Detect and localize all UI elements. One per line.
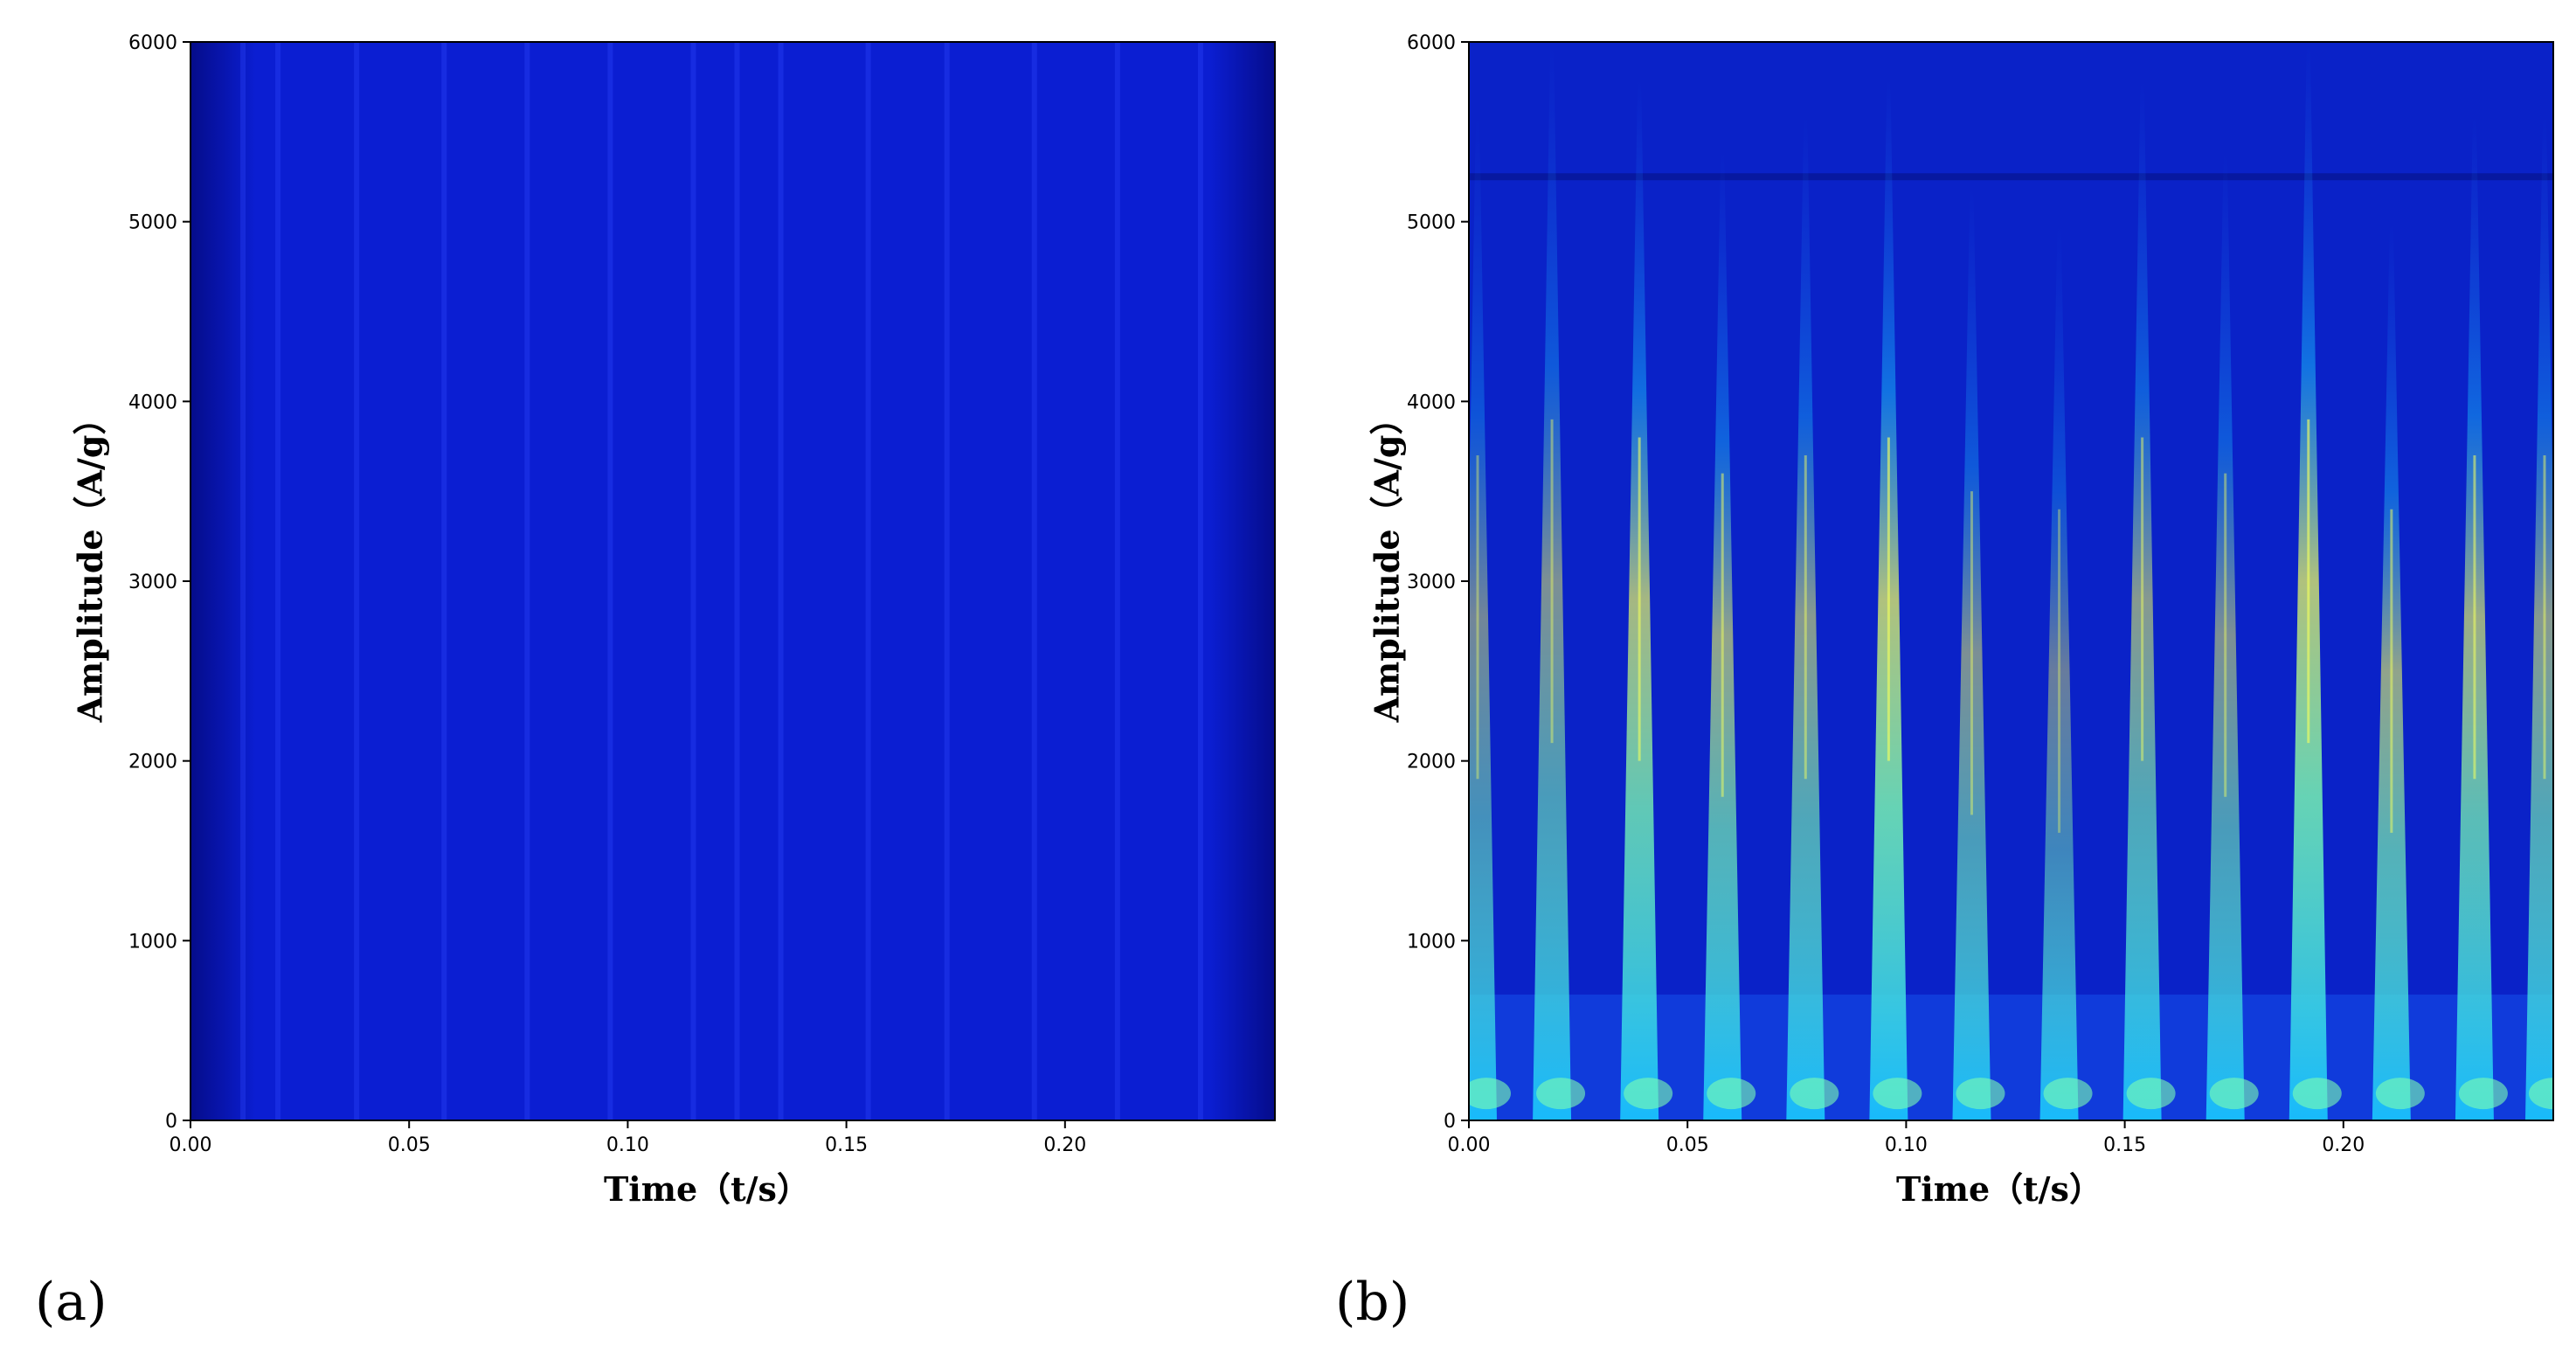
streak-13 bbox=[1197, 42, 1203, 1120]
x-tick-label-0: 0.00 bbox=[1448, 1134, 1491, 1156]
lowfreq-blob-11 bbox=[2375, 1078, 2425, 1110]
y-tick-label-6: 6000 bbox=[1407, 32, 1456, 54]
impulse-1 bbox=[1533, 42, 1572, 1120]
impulse-9 bbox=[2206, 149, 2245, 1120]
lowfreq-blob-5 bbox=[1873, 1078, 1922, 1110]
streak-9 bbox=[865, 42, 871, 1120]
x-tick-label-3: 0.15 bbox=[825, 1134, 868, 1156]
impulse-13 bbox=[2524, 114, 2553, 1120]
streak-7 bbox=[734, 42, 740, 1120]
x-tick-label-1: 0.05 bbox=[388, 1134, 431, 1156]
streak-10 bbox=[944, 42, 950, 1120]
impulse-0 bbox=[1469, 114, 1498, 1120]
lowfreq-blob-13 bbox=[2529, 1078, 2553, 1110]
x-tick-label-0: 0.00 bbox=[170, 1134, 212, 1156]
streak-2 bbox=[354, 42, 360, 1120]
lowfreq-blob-2 bbox=[1624, 1078, 1673, 1110]
horizontal-band bbox=[1469, 173, 2553, 181]
panel-label-a: (a) bbox=[35, 1272, 107, 1333]
y-tick-label-0: 0 bbox=[165, 1111, 177, 1133]
x-tick-label-4: 0.20 bbox=[2322, 1134, 2365, 1156]
lowfreq-blob-6 bbox=[1956, 1078, 2005, 1110]
xlabel-a: Time（t/s） bbox=[604, 1169, 810, 1209]
x-tick-label-3: 0.15 bbox=[2103, 1134, 2146, 1156]
heatmap-b-axes: 0.00 0.05 0.10 0.15 0.20 0 1000 2000 3000 4000 500… bbox=[1407, 32, 2554, 1156]
ylabel-a: Amplitude（A/g） bbox=[70, 401, 110, 723]
heatmap-cells bbox=[240, 42, 1203, 1120]
lowfreq-blob-12 bbox=[2458, 1078, 2508, 1110]
streak-8 bbox=[778, 42, 784, 1120]
impulse-8 bbox=[2122, 78, 2162, 1120]
x-tick-label-1: 0.05 bbox=[1666, 1134, 1709, 1156]
y-tick-label-1: 1000 bbox=[1407, 931, 1456, 953]
panel-a: 0.00 0.05 0.10 0.15 0.20 0 1000 2000 3000 4000 500… bbox=[35, 32, 1276, 1333]
x-tick-label-2: 0.10 bbox=[1885, 1134, 1928, 1156]
lowfreq-blob-9 bbox=[2209, 1078, 2259, 1110]
heatmap-background bbox=[190, 42, 1275, 1120]
lowfreq-blob-0 bbox=[1469, 1078, 1511, 1110]
y-tick-label-1: 1000 bbox=[128, 931, 177, 953]
x-tick-label-2: 0.10 bbox=[606, 1134, 649, 1156]
xlabel-b: Time（t/s） bbox=[1896, 1169, 2102, 1209]
y-tick-label-2: 2000 bbox=[1407, 752, 1456, 773]
lowfreq-blob-3 bbox=[1707, 1078, 1756, 1110]
y-tick-label-2: 2000 bbox=[128, 752, 177, 773]
ylabel-b: Amplitude（A/g） bbox=[1367, 401, 1407, 723]
heatmap-a-axes: 0.00 0.05 0.10 0.15 0.20 0 1000 2000 3000 4000 500… bbox=[128, 32, 1276, 1156]
y-tick-label-3: 3000 bbox=[128, 572, 177, 593]
streak-12 bbox=[1114, 42, 1120, 1120]
y-tick-label-4: 4000 bbox=[1407, 392, 1456, 413]
streak-5 bbox=[607, 42, 613, 1120]
lowfreq-blob-1 bbox=[1536, 1078, 1586, 1110]
heatmap-cells bbox=[1469, 42, 2553, 1120]
y-tick-label-6: 6000 bbox=[128, 32, 177, 54]
lowfreq-blob-4 bbox=[1790, 1078, 1839, 1110]
streak-3 bbox=[441, 42, 447, 1120]
streak-1 bbox=[275, 42, 281, 1120]
lowfreq-blob-8 bbox=[2126, 1078, 2176, 1110]
y-tick-label-3: 3000 bbox=[1407, 572, 1456, 593]
lowfreq-blob-7 bbox=[2043, 1078, 2093, 1110]
y-tick-label-5: 5000 bbox=[128, 212, 177, 234]
lowfreq-blob-10 bbox=[2292, 1078, 2342, 1110]
streak-4 bbox=[524, 42, 530, 1120]
streak-11 bbox=[1031, 42, 1037, 1120]
y-tick-label-0: 0 bbox=[1444, 1111, 1456, 1133]
y-tick-label-5: 5000 bbox=[1407, 212, 1456, 234]
y-tick-label-4: 4000 bbox=[128, 392, 177, 413]
streak-6 bbox=[690, 42, 696, 1120]
impulse-7 bbox=[2039, 221, 2079, 1120]
panel-label-b: (b) bbox=[1335, 1272, 1410, 1333]
impulse-6 bbox=[1952, 185, 1991, 1120]
impulse-4 bbox=[1786, 114, 1825, 1120]
panel-b: 0.00 0.05 0.10 0.15 0.20 0 1000 2000 3000 4000 500… bbox=[1288, 0, 2576, 1359]
streak-0 bbox=[240, 42, 246, 1120]
x-tick-label-4: 0.20 bbox=[1043, 1134, 1086, 1156]
